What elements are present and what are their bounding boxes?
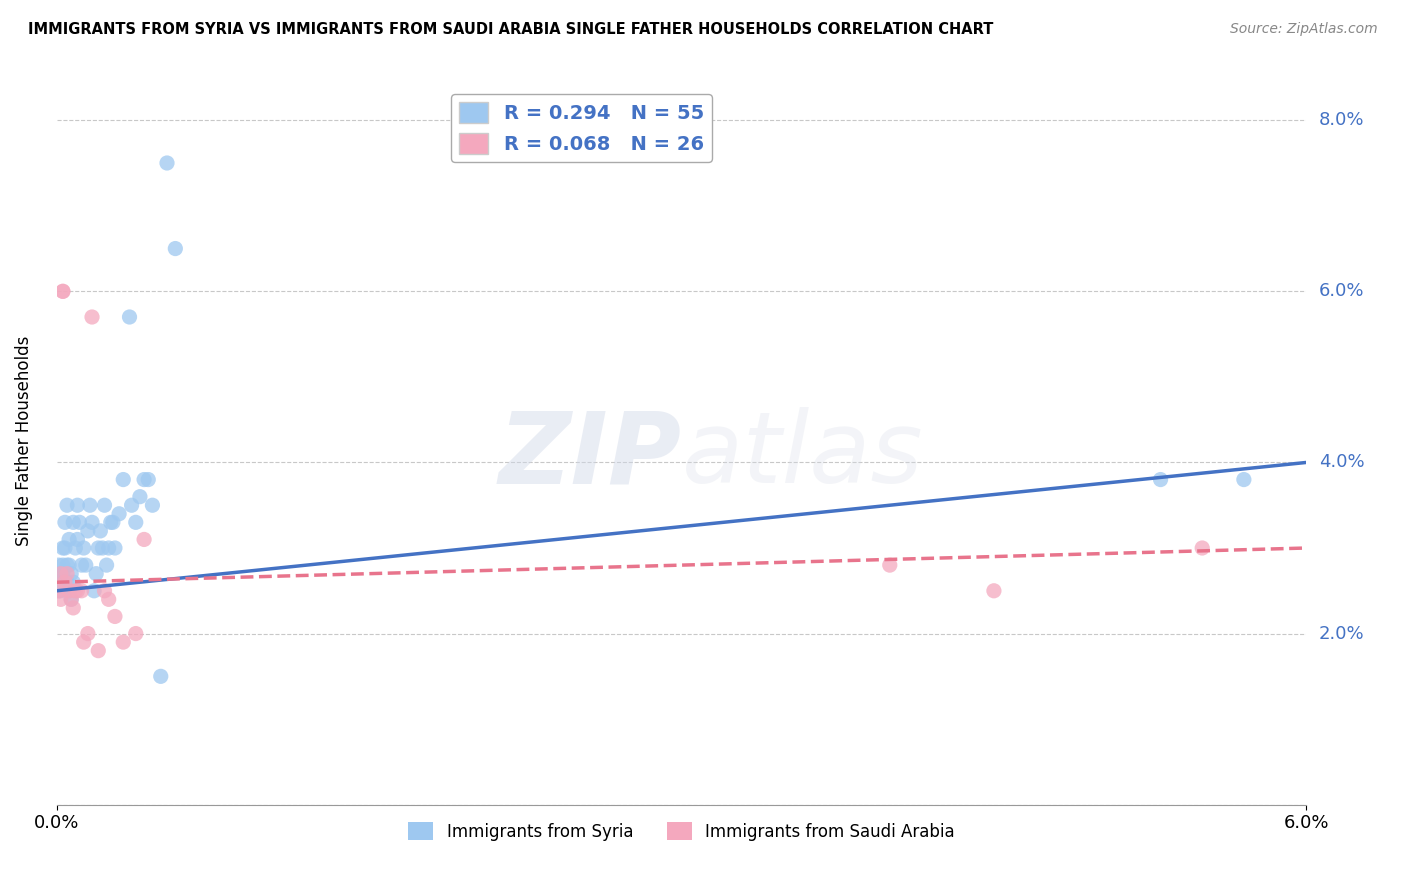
Point	[60, 592, 83, 607]
Point	[104, 609, 127, 624]
Point	[1149, 473, 1171, 487]
Point	[80, 516, 103, 530]
Point	[125, 516, 148, 530]
Point	[108, 507, 131, 521]
Point	[96, 558, 118, 573]
Point	[49, 592, 72, 607]
Point	[79, 498, 101, 512]
Text: IMMIGRANTS FROM SYRIA VS IMMIGRANTS FROM SAUDI ARABIA SINGLE FATHER HOUSEHOLDS C: IMMIGRANTS FROM SYRIA VS IMMIGRANTS FROM…	[28, 22, 994, 37]
Point	[69, 516, 91, 530]
Point	[132, 473, 155, 487]
Point	[89, 524, 111, 538]
Point	[62, 575, 84, 590]
Point	[879, 558, 901, 573]
Point	[49, 566, 72, 581]
Point	[100, 516, 122, 530]
Point	[93, 583, 115, 598]
Point	[93, 498, 115, 512]
Text: ZIP: ZIP	[499, 407, 682, 504]
Point	[66, 533, 89, 547]
Point	[66, 583, 89, 598]
Text: 4.0%: 4.0%	[1319, 453, 1364, 472]
Point	[53, 516, 76, 530]
Text: 8.0%: 8.0%	[1319, 112, 1364, 129]
Point	[70, 558, 93, 573]
Point	[52, 566, 75, 581]
Text: atlas: atlas	[682, 407, 924, 504]
Point	[104, 541, 127, 555]
Point	[76, 626, 98, 640]
Point	[49, 566, 72, 581]
Point	[56, 558, 79, 573]
Point	[76, 524, 98, 538]
Point	[56, 575, 79, 590]
Point	[56, 566, 79, 581]
Point	[75, 558, 97, 573]
Text: 2.0%: 2.0%	[1319, 624, 1364, 642]
Point	[53, 575, 76, 590]
Point	[65, 541, 87, 555]
Point	[58, 533, 80, 547]
Point	[112, 635, 135, 649]
Point	[156, 156, 179, 170]
Legend: R = 0.294   N = 55, R = 0.068   N = 26: R = 0.294 N = 55, R = 0.068 N = 26	[451, 95, 711, 162]
Point	[129, 490, 152, 504]
Point	[52, 541, 75, 555]
Point	[84, 566, 107, 581]
Point	[70, 583, 93, 598]
Point	[53, 541, 76, 555]
Point	[73, 635, 96, 649]
Point	[65, 583, 87, 598]
Point	[118, 310, 141, 324]
Point	[48, 558, 70, 573]
Point	[60, 566, 83, 581]
Point	[45, 575, 67, 590]
Point	[52, 285, 75, 299]
Point	[983, 583, 1005, 598]
Point	[62, 516, 84, 530]
Point	[83, 583, 105, 598]
Point	[56, 498, 79, 512]
Point	[97, 541, 120, 555]
Point	[73, 541, 96, 555]
Point	[49, 583, 72, 598]
Point	[149, 669, 172, 683]
Point	[91, 541, 114, 555]
Point	[136, 473, 159, 487]
Point	[112, 473, 135, 487]
Point	[132, 533, 155, 547]
Point	[62, 600, 84, 615]
Point	[165, 242, 187, 256]
Point	[80, 310, 103, 324]
Text: 6.0%: 6.0%	[1319, 283, 1364, 301]
Point	[48, 583, 70, 598]
Point	[1191, 541, 1213, 555]
Point	[141, 498, 163, 512]
Point	[58, 583, 80, 598]
Point	[97, 592, 120, 607]
Point	[1233, 473, 1256, 487]
Point	[48, 583, 70, 598]
Point	[58, 583, 80, 598]
Point	[58, 558, 80, 573]
Point	[60, 592, 83, 607]
Point	[121, 498, 143, 512]
Point	[52, 285, 75, 299]
Point	[87, 643, 110, 657]
Point	[125, 626, 148, 640]
Point	[66, 498, 89, 512]
Y-axis label: Single Father Households: Single Father Households	[15, 336, 32, 546]
Text: Source: ZipAtlas.com: Source: ZipAtlas.com	[1230, 22, 1378, 37]
Point	[87, 541, 110, 555]
Point	[52, 558, 75, 573]
Point	[101, 516, 124, 530]
